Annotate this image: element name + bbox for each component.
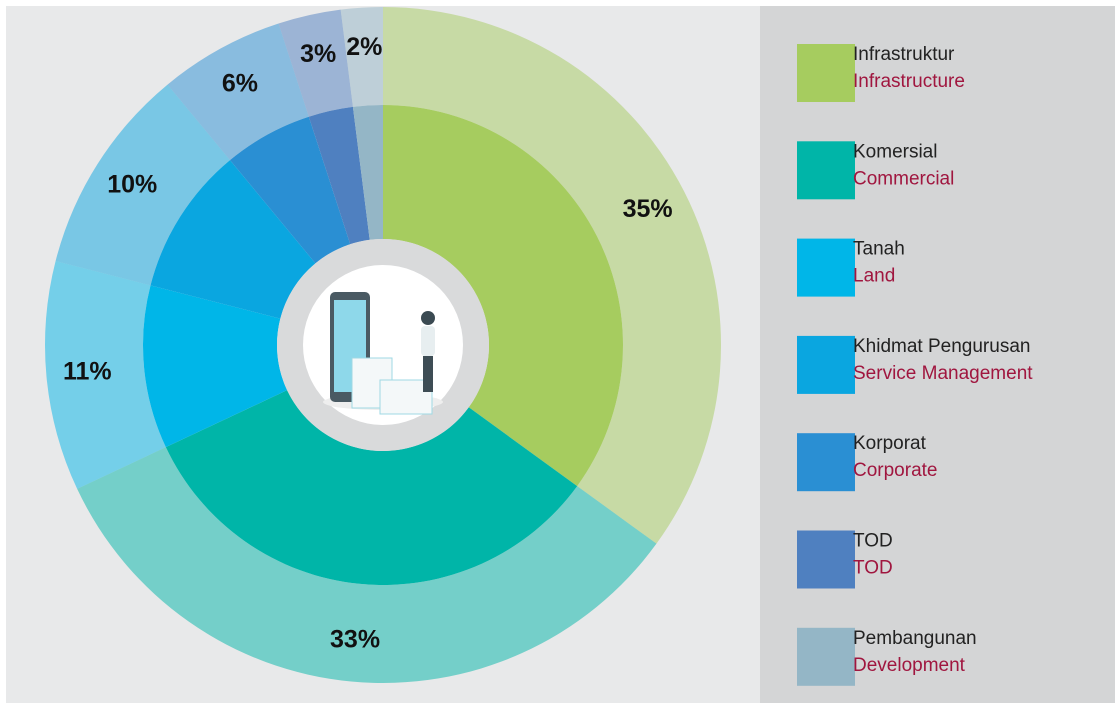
legend-translation: Infrastructure xyxy=(853,71,965,92)
inner-segment xyxy=(352,105,383,240)
value-labels: 35% 33% 11% 10% 6% 3% 2% xyxy=(63,33,673,653)
value-label: 3% xyxy=(300,40,336,68)
donut xyxy=(45,7,721,683)
legend-label: Korporat xyxy=(853,433,927,454)
outer-segment xyxy=(77,447,657,683)
inner-segment xyxy=(383,105,623,487)
legend-translation: Corporate xyxy=(853,460,938,481)
legend-translation: Commercial xyxy=(853,168,954,189)
legend-label: Infrastruktur xyxy=(853,44,955,65)
legend-label: Tanah xyxy=(853,239,905,260)
inner-segment xyxy=(165,390,578,585)
legend-swatch xyxy=(797,433,855,492)
center-illustration xyxy=(323,292,443,415)
value-label: 33% xyxy=(330,625,380,653)
legend-label: TOD xyxy=(853,531,893,552)
legend-translation: Service Management xyxy=(853,363,1033,384)
inner-segment xyxy=(230,116,351,264)
legend-translation: Development xyxy=(853,655,966,676)
legend-swatch xyxy=(797,530,855,589)
person-body xyxy=(421,326,435,356)
inner-segment xyxy=(142,285,288,448)
legend-translation: TOD xyxy=(853,558,893,579)
person-legs xyxy=(423,356,433,392)
value-label: 2% xyxy=(346,33,382,61)
value-label: 11% xyxy=(63,358,112,386)
value-label: 35% xyxy=(623,195,673,223)
legend-label: Komersial xyxy=(853,141,937,162)
legend-translation: Land xyxy=(853,266,895,287)
outer-segment xyxy=(278,9,353,117)
outer-segment xyxy=(167,23,309,161)
inner-segment xyxy=(150,160,316,319)
legend-swatch xyxy=(797,335,855,394)
legend-swatch xyxy=(797,238,855,297)
inner-segment xyxy=(308,106,370,245)
person-head xyxy=(421,311,435,325)
legend-label: Khidmat Pengurusan xyxy=(853,336,1030,357)
value-label: 10% xyxy=(107,170,157,198)
legend-swatch xyxy=(797,627,855,686)
outer-segment xyxy=(383,7,721,544)
outer-segment xyxy=(340,7,383,107)
legend: Infrastruktur Infrastructure Komersial Comm… xyxy=(797,44,1033,686)
legend-swatch xyxy=(797,44,855,102)
legend-swatch xyxy=(797,141,855,200)
outer-segment xyxy=(55,84,231,286)
value-label: 6% xyxy=(222,69,258,97)
outer-segment xyxy=(45,260,166,489)
legend-label: Pembangunan xyxy=(853,628,977,649)
